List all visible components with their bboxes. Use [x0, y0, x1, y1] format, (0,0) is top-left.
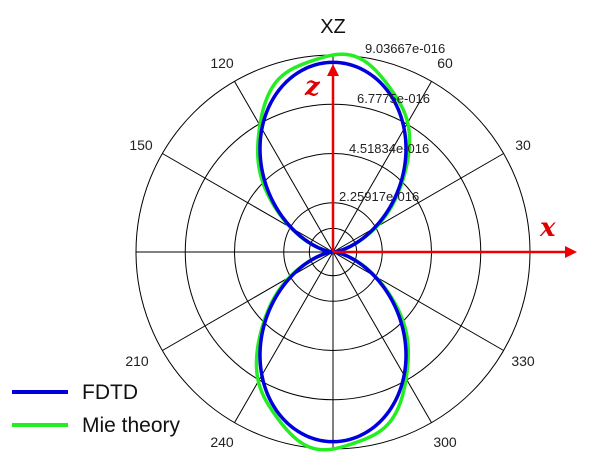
angle-tick-label-120: 120	[210, 55, 234, 71]
radial-tick-label-1: 2.25917e-016	[339, 189, 419, 204]
grid-spoke-60	[332, 81, 432, 253]
legend-label-fdtd: FDTD	[82, 381, 138, 404]
angle-tick-label-210: 210	[125, 353, 149, 369]
angle-tick-label-150: 150	[129, 137, 153, 153]
angle-tick-labels: 30 60 120 150 210 240 300 330	[125, 55, 535, 450]
chart-title: XZ	[320, 16, 346, 38]
grid-spoke-240	[234, 251, 334, 423]
grid-spoke-300	[332, 251, 432, 423]
x-axis-label: x	[539, 213, 556, 243]
x-axis-arrowhead	[565, 246, 577, 258]
axis-arrows: xz	[304, 64, 577, 258]
z-axis-arrowhead	[327, 64, 339, 76]
grid-spoke-30	[332, 153, 504, 253]
angle-tick-label-240: 240	[210, 434, 234, 450]
grid-spoke-150	[162, 153, 334, 253]
angle-tick-label-330: 330	[511, 353, 535, 369]
z-axis-label: z	[304, 72, 321, 102]
angle-tick-label-60: 60	[437, 55, 453, 71]
legend: FDTD Mie theory	[12, 381, 181, 437]
angle-tick-label-30: 30	[515, 137, 531, 153]
grid-spoke-120	[234, 81, 334, 253]
radial-tick-label-4: 9.03667e-016	[365, 41, 445, 56]
radial-tick-labels: 2.25917e-016 4.51834e-016 6.7775e-016 9.036…	[339, 41, 445, 204]
grid-spoke-210	[162, 251, 334, 351]
angle-tick-label-300: 300	[433, 434, 457, 450]
radial-tick-label-2: 4.51834e-016	[349, 141, 429, 156]
radial-tick-label-3: 6.7775e-016	[357, 91, 430, 106]
legend-label-mie: Mie theory	[82, 414, 181, 437]
grid-spoke-330	[332, 251, 504, 351]
